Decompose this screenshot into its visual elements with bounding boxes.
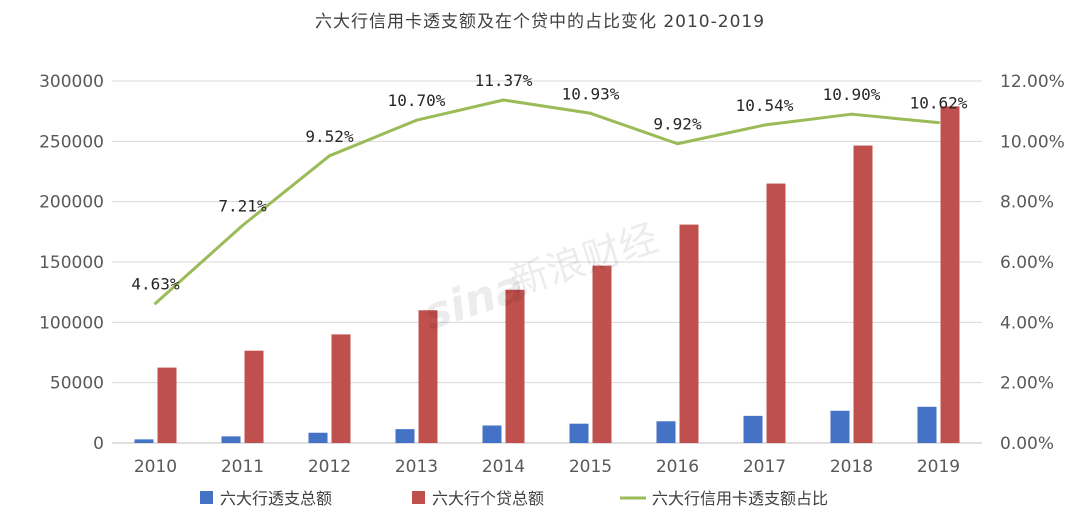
bar-overdraft xyxy=(569,423,589,443)
bar-personal-loan xyxy=(592,265,612,443)
chart-title: 六大行信用卡透支额及在个贷中的占比变化 2010-2019 xyxy=(315,12,765,32)
data-label: 10.54% xyxy=(736,96,794,115)
legend-label: 六大行透支总额 xyxy=(220,489,332,508)
y-right-tick-label: 8.00% xyxy=(1000,193,1054,213)
watermark: sina 新浪财经 xyxy=(418,216,663,341)
line-point xyxy=(850,112,853,116)
bar-personal-loan xyxy=(766,183,786,444)
line-point xyxy=(763,123,766,127)
x-tick-label: 2015 xyxy=(569,457,612,477)
line-point xyxy=(937,121,940,125)
legend: 六大行透支总额 六大行个贷总额 六大行信用卡透支额占比 xyxy=(200,489,828,508)
y-left-tick-label: 300000 xyxy=(39,72,104,92)
y-right-tick-label: 6.00% xyxy=(1000,253,1054,273)
line-point xyxy=(328,154,331,158)
line-series xyxy=(154,98,940,305)
legend-swatch xyxy=(412,491,425,504)
x-tick-label: 2019 xyxy=(917,457,960,477)
x-tick-label: 2011 xyxy=(221,457,264,477)
line-point xyxy=(415,118,418,122)
bar-personal-loan xyxy=(244,350,264,443)
bar-personal-loan xyxy=(331,334,351,443)
y-right-tick-label: 10.00% xyxy=(1000,132,1065,152)
bar-overdraft xyxy=(830,410,850,443)
y-right-tick-label: 2.00% xyxy=(1000,374,1054,394)
y-left-tick-label: 200000 xyxy=(39,193,104,213)
bar-personal-loan xyxy=(157,367,177,443)
watermark-text: 新浪财经 xyxy=(505,216,663,305)
x-tick-label: 2018 xyxy=(830,457,873,477)
data-label: 4.63% xyxy=(131,274,180,293)
data-label: 10.62% xyxy=(910,94,968,113)
left-axis: 0 50000 100000 150000 200000 250000 300000 xyxy=(39,72,104,454)
y-right-tick-label: 12.00% xyxy=(1000,72,1065,92)
bar-overdraft xyxy=(308,432,328,443)
data-label: 7.21% xyxy=(218,196,267,215)
bar-overdraft xyxy=(221,436,241,443)
bar-overdraft xyxy=(395,429,415,443)
y-left-tick-label: 150000 xyxy=(39,253,104,273)
line-point xyxy=(589,111,592,115)
bar-overdraft xyxy=(134,439,154,443)
legend-label: 六大行个贷总额 xyxy=(432,489,544,508)
line-point xyxy=(676,142,679,146)
x-tick-label: 2017 xyxy=(743,457,786,477)
y-left-tick-label: 100000 xyxy=(39,313,104,333)
bar-overdraft xyxy=(656,421,676,443)
x-tick-label: 2010 xyxy=(134,457,177,477)
x-tick-label: 2012 xyxy=(308,457,351,477)
bar-personal-loan xyxy=(505,289,525,443)
bar-overdraft xyxy=(482,425,502,443)
y-left-tick-label: 50000 xyxy=(50,374,104,394)
bar-personal-loan xyxy=(940,106,960,443)
line-point xyxy=(241,223,244,227)
bar-personal-loan xyxy=(418,310,438,443)
x-tick-label: 2014 xyxy=(482,457,525,477)
x-tick-label: 2013 xyxy=(395,457,438,477)
bar-personal-loan xyxy=(679,224,699,443)
bar-overdraft xyxy=(743,415,763,443)
bar-personal-loan xyxy=(853,145,873,443)
y-right-tick-label: 4.00% xyxy=(1000,313,1054,333)
data-label: 10.70% xyxy=(388,91,446,110)
line-labels: 4.63% 7.21% 9.52% 10.70% 11.37% 10.93% 9.92% 10… xyxy=(131,71,967,293)
line-ratio xyxy=(154,98,939,305)
y-left-tick-label: 250000 xyxy=(39,132,104,152)
data-label: 11.37% xyxy=(475,71,533,90)
legend-swatch xyxy=(200,491,213,504)
data-label: 10.90% xyxy=(823,85,881,104)
line-point xyxy=(154,301,157,305)
x-tick-label: 2016 xyxy=(656,457,699,477)
legend-label: 六大行信用卡透支额占比 xyxy=(652,489,828,508)
right-axis: 0.00% 2.00% 4.00% 6.00% 8.00% 10.00% 12.00% xyxy=(1000,72,1065,454)
bar-overdraft xyxy=(917,406,937,443)
bars xyxy=(134,106,960,444)
data-label: 9.52% xyxy=(305,127,354,146)
line-point xyxy=(502,98,505,102)
y-left-tick-label: 0 xyxy=(93,434,104,454)
y-right-tick-label: 0.00% xyxy=(1000,434,1054,454)
data-label: 10.93% xyxy=(562,84,620,103)
data-label: 9.92% xyxy=(653,115,702,134)
x-axis: 2010 2011 2012 2013 2014 2015 2016 2017 2018 2019 xyxy=(134,457,960,477)
